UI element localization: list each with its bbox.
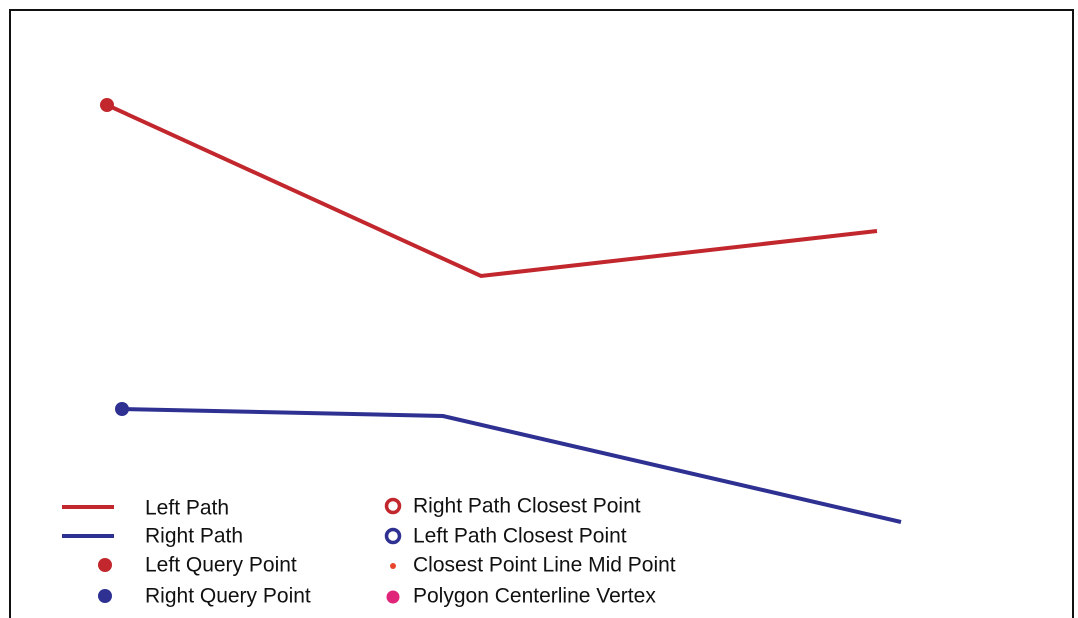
legend-item-right-path-closest-point: Right Path Closest Point bbox=[384, 495, 641, 518]
right-query-point bbox=[115, 402, 129, 416]
closest-point-line-mid-point-swatch bbox=[390, 563, 396, 569]
legend: Left Path Right Path Left Query Point Ri… bbox=[62, 495, 676, 608]
legend-item-right-path: Right Path bbox=[62, 525, 243, 548]
right-path-line bbox=[121, 407, 902, 524]
legend-item-left-query-point: Left Query Point bbox=[98, 554, 297, 577]
legend-item-polygon-centerline-vertex: Polygon Centerline Vertex bbox=[386, 585, 656, 608]
left-query-point-swatch bbox=[98, 558, 112, 572]
right-query-point-swatch bbox=[98, 589, 112, 603]
legend-label-right-path: Right Path bbox=[145, 525, 243, 548]
legend-label-right-path-closest-point: Right Path Closest Point bbox=[413, 495, 641, 518]
legend-label-left-path: Left Path bbox=[145, 497, 229, 520]
legend-item-right-query-point: Right Query Point bbox=[98, 585, 311, 608]
left-query-point bbox=[100, 98, 114, 112]
legend-label-polygon-centerline-vertex: Polygon Centerline Vertex bbox=[413, 585, 656, 608]
diagram-frame bbox=[9, 9, 1074, 618]
legend-item-left-path-closest-point: Left Path Closest Point bbox=[384, 525, 627, 548]
legend-label-left-query-point: Left Query Point bbox=[145, 554, 297, 577]
legend-label-closest-point-line-mid-point: Closest Point Line Mid Point bbox=[413, 554, 676, 577]
legend-label-left-path-closest-point: Left Path Closest Point bbox=[413, 525, 627, 548]
legend-item-closest-point-line-mid-point: Closest Point Line Mid Point bbox=[390, 554, 676, 577]
legend-item-left-path: Left Path bbox=[62, 497, 229, 520]
right-path-closest-point-swatch bbox=[384, 497, 402, 515]
legend-label-right-query-point: Right Query Point bbox=[145, 585, 311, 608]
left-path-closest-point-swatch bbox=[384, 527, 402, 545]
left-path-line bbox=[106, 103, 878, 279]
polygon-centerline-vertex-swatch bbox=[386, 590, 400, 604]
